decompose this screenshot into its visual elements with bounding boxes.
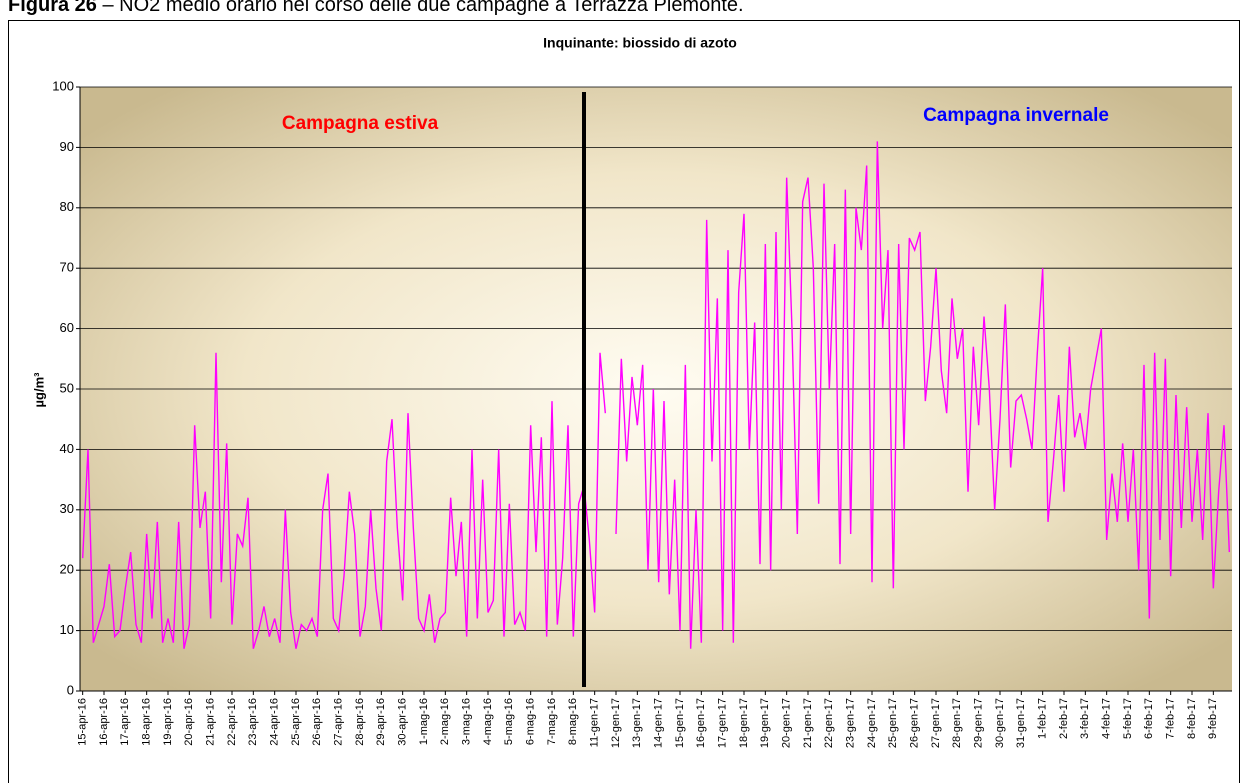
x-tick-label: 22-gen-17 [823, 698, 835, 748]
annotation: Campagna estiva [282, 113, 439, 134]
x-tick-label: 29-gen-17 [973, 698, 985, 748]
x-tick-label: 29-apr-16 [375, 698, 387, 746]
y-tick-label: 0 [67, 682, 74, 697]
x-tick-label: 26-apr-16 [311, 698, 323, 746]
x-tick-label: 6-mag-16 [525, 698, 537, 745]
x-tick-label: 11-gen-17 [589, 698, 601, 747]
x-tick-label: 7-mag-16 [546, 698, 558, 745]
x-tick-label: 8-mag-16 [567, 698, 579, 745]
y-tick-label: 20 [60, 562, 74, 577]
y-tick-label: 50 [60, 380, 74, 395]
x-tick-label: 26-gen-17 [909, 698, 921, 748]
y-tick-label: 10 [60, 622, 74, 637]
y-tick-label: 80 [60, 199, 74, 214]
x-tick-label: 2-feb-17 [1058, 698, 1070, 739]
y-tick-label: 90 [60, 139, 74, 154]
x-tick-label: 16-apr-16 [98, 698, 110, 746]
x-tick-label: 14-gen-17 [653, 698, 665, 748]
x-tick-label: 6-feb-17 [1143, 698, 1155, 739]
x-tick-label: 18-gen-17 [738, 698, 750, 748]
x-tick-label: 17-gen-17 [717, 698, 729, 748]
x-tick-label: 31-gen-17 [1015, 698, 1027, 748]
x-tick-label: 5-feb-17 [1122, 698, 1134, 739]
data-line [81, 141, 1231, 649]
x-tick-label: 22-apr-16 [226, 698, 238, 746]
x-tick-label: 24-gen-17 [866, 698, 878, 748]
x-tick-label: 13-gen-17 [631, 698, 643, 748]
x-tick-label: 27-apr-16 [333, 698, 345, 746]
x-tick-label: 16-gen-17 [695, 698, 707, 748]
y-tick-label: 70 [60, 260, 74, 275]
chart-title: Inquinante: biossido di azoto [543, 35, 737, 51]
x-tick-label: 28-apr-16 [354, 698, 366, 746]
x-tick-label: 27-gen-17 [930, 698, 942, 748]
x-tick-label: 2-mag-16 [439, 698, 451, 745]
x-tick-label: 19-apr-16 [162, 698, 174, 746]
y-tick-label: 30 [60, 501, 74, 516]
x-tick-label: 18-apr-16 [141, 698, 153, 746]
x-tick-label: 15-apr-16 [77, 698, 89, 746]
x-tick-label: 15-gen-17 [674, 698, 686, 748]
x-tick-label: 3-mag-16 [461, 698, 473, 745]
x-tick-label: 21-apr-16 [205, 698, 217, 746]
x-tick-label: 1-mag-16 [418, 698, 430, 745]
x-tick-label: 23-gen-17 [845, 698, 857, 748]
x-tick-label: 17-apr-16 [119, 698, 131, 746]
x-tick-label: 5-mag-16 [503, 698, 515, 745]
y-tick-label: 40 [60, 441, 74, 456]
x-tick-label: 21-gen-17 [802, 698, 814, 748]
y-tick-label: 60 [60, 320, 74, 335]
x-tick-label: 25-apr-16 [290, 698, 302, 746]
y-tick-label: 100 [52, 78, 74, 93]
caption-text: – NO2 medio orario nel corso delle due c… [102, 0, 743, 16]
x-tick-label: 4-mag-16 [482, 698, 494, 745]
x-tick-label: 24-apr-16 [269, 698, 281, 746]
x-tick-label: 8-feb-17 [1186, 698, 1198, 739]
x-tick-label: 1-feb-17 [1037, 698, 1049, 739]
x-tick-label: 19-gen-17 [759, 698, 771, 748]
x-tick-label: 30-apr-16 [397, 698, 409, 746]
x-tick-label: 30-gen-17 [994, 698, 1006, 748]
x-tick-label: 12-gen-17 [610, 698, 622, 748]
annotation: Campagna invernale [923, 105, 1109, 126]
y-axis-label: µg/m³ [31, 372, 46, 408]
x-tick-label: 20-apr-16 [183, 698, 195, 746]
x-tick-label: 7-feb-17 [1165, 698, 1177, 739]
caption-label: Figura 26 [8, 0, 97, 16]
x-tick-label: 4-feb-17 [1101, 698, 1113, 739]
x-tick-label: 23-apr-16 [247, 698, 259, 746]
x-tick-label: 25-gen-17 [887, 698, 899, 748]
figure-caption: Figura 26 – NO2 medio orario nel corso d… [8, 0, 744, 16]
x-tick-label: 20-gen-17 [781, 698, 793, 748]
x-tick-label: 28-gen-17 [951, 698, 963, 748]
x-tick-label: 3-feb-17 [1079, 698, 1091, 739]
x-tick-label: 9-feb-17 [1207, 698, 1219, 739]
